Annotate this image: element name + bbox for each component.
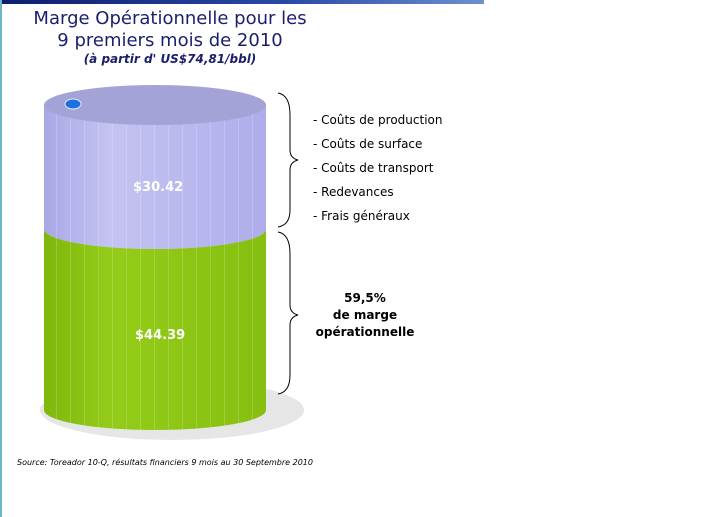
brace-margin [277,231,299,395]
cost-item: - Redevances [313,185,394,199]
chart-title: Marge Opérationnelle pour les 9 premiers … [20,8,320,52]
margin-segment-stripes [44,229,266,430]
margin-line-2: de marge [332,308,398,322]
costs-segment-stripes [44,105,266,250]
left-border [0,0,2,517]
top-accent-bar [0,0,484,4]
margin-line-3: opérationnelle [315,325,415,339]
source-note: Source: Toreador 10-Q, résultats financi… [17,458,313,467]
dot-marker [64,98,82,110]
cost-item: - Coûts de production [313,113,443,127]
margin-pct: 59,5% [344,291,386,305]
cost-item: - Coûts de surface [313,137,423,151]
costs-value-label: $30.42 [133,180,184,195]
cost-item: - Coûts de transport [313,161,434,175]
chart-subtitle: (à partir d' US$74,81/bbl) [83,52,257,66]
title-line-2: 9 premiers mois de 2010 [57,30,283,51]
cost-item: - Frais généraux [313,209,410,223]
costs-segment-top [44,85,266,125]
brace-costs [277,92,299,228]
margin-annotation: 59,5% de marge opérationnelle [300,290,430,341]
title-line-1: Marge Opérationnelle pour les [33,8,307,29]
margin-value-label: $44.39 [135,328,186,343]
